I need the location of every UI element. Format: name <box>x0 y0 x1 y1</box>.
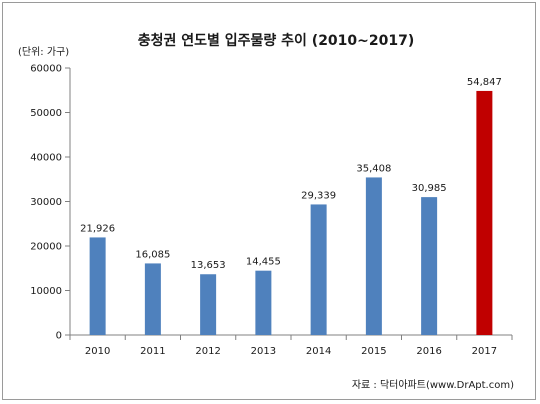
x-tick-label-2016: 2016 <box>416 346 441 357</box>
bar-2016 <box>421 197 438 335</box>
data-label-2013: 14,455 <box>246 257 281 268</box>
data-label-2016: 30,985 <box>412 183 447 194</box>
data-label-2015: 35,408 <box>356 163 391 174</box>
y-tick-label: 50000 <box>30 108 62 119</box>
x-tick-label-2015: 2015 <box>361 346 386 357</box>
data-label-2012: 13,653 <box>191 260 226 271</box>
source-note: 자료 : 닥터아파트(www.DrApt.com) <box>352 379 514 391</box>
y-axis: 0 10000 20000 30000 40000 50000 60000 <box>30 64 70 342</box>
bar-2015 <box>365 177 382 335</box>
data-label-2017: 54,847 <box>467 77 502 88</box>
y-tick-label: 10000 <box>30 286 62 297</box>
bars <box>89 90 493 335</box>
bar-2013 <box>255 270 272 335</box>
bar-2014 <box>310 204 327 335</box>
data-label-2010: 21,926 <box>80 223 115 234</box>
x-tick-label-2011: 2011 <box>140 346 165 357</box>
bar-2010 <box>89 237 106 335</box>
y-tick-label: 0 <box>56 331 62 342</box>
x-tick-label-2010: 2010 <box>85 346 110 357</box>
y-tick-label: 60000 <box>30 64 62 75</box>
chart-title: 충청권 연도별 입주물량 추이 (2010~2017) <box>138 32 415 49</box>
data-label-2014: 29,339 <box>301 190 336 201</box>
x-tick-label-2012: 2012 <box>195 346 220 357</box>
axes <box>69 68 512 336</box>
data-label-2011: 16,085 <box>135 249 170 260</box>
y-tick-label: 20000 <box>30 242 62 253</box>
x-tick-label-2013: 2013 <box>251 346 276 357</box>
y-tick-label: 30000 <box>30 197 62 208</box>
x-tick-label-2014: 2014 <box>306 346 331 357</box>
data-labels: 21,926 16,085 13,653 14,455 29,339 35,408 30,9… <box>80 77 502 271</box>
bar-2012 <box>200 274 217 335</box>
x-axis: 2010 2011 2012 2013 2014 2015 2016 2017 <box>69 335 513 357</box>
y-tick-label: 40000 <box>30 153 62 164</box>
x-tick-label-2017: 2017 <box>472 346 497 357</box>
bar-2011 <box>144 263 161 335</box>
unit-label: (단위: 가구) <box>18 45 69 58</box>
bar-2017 <box>476 90 493 335</box>
